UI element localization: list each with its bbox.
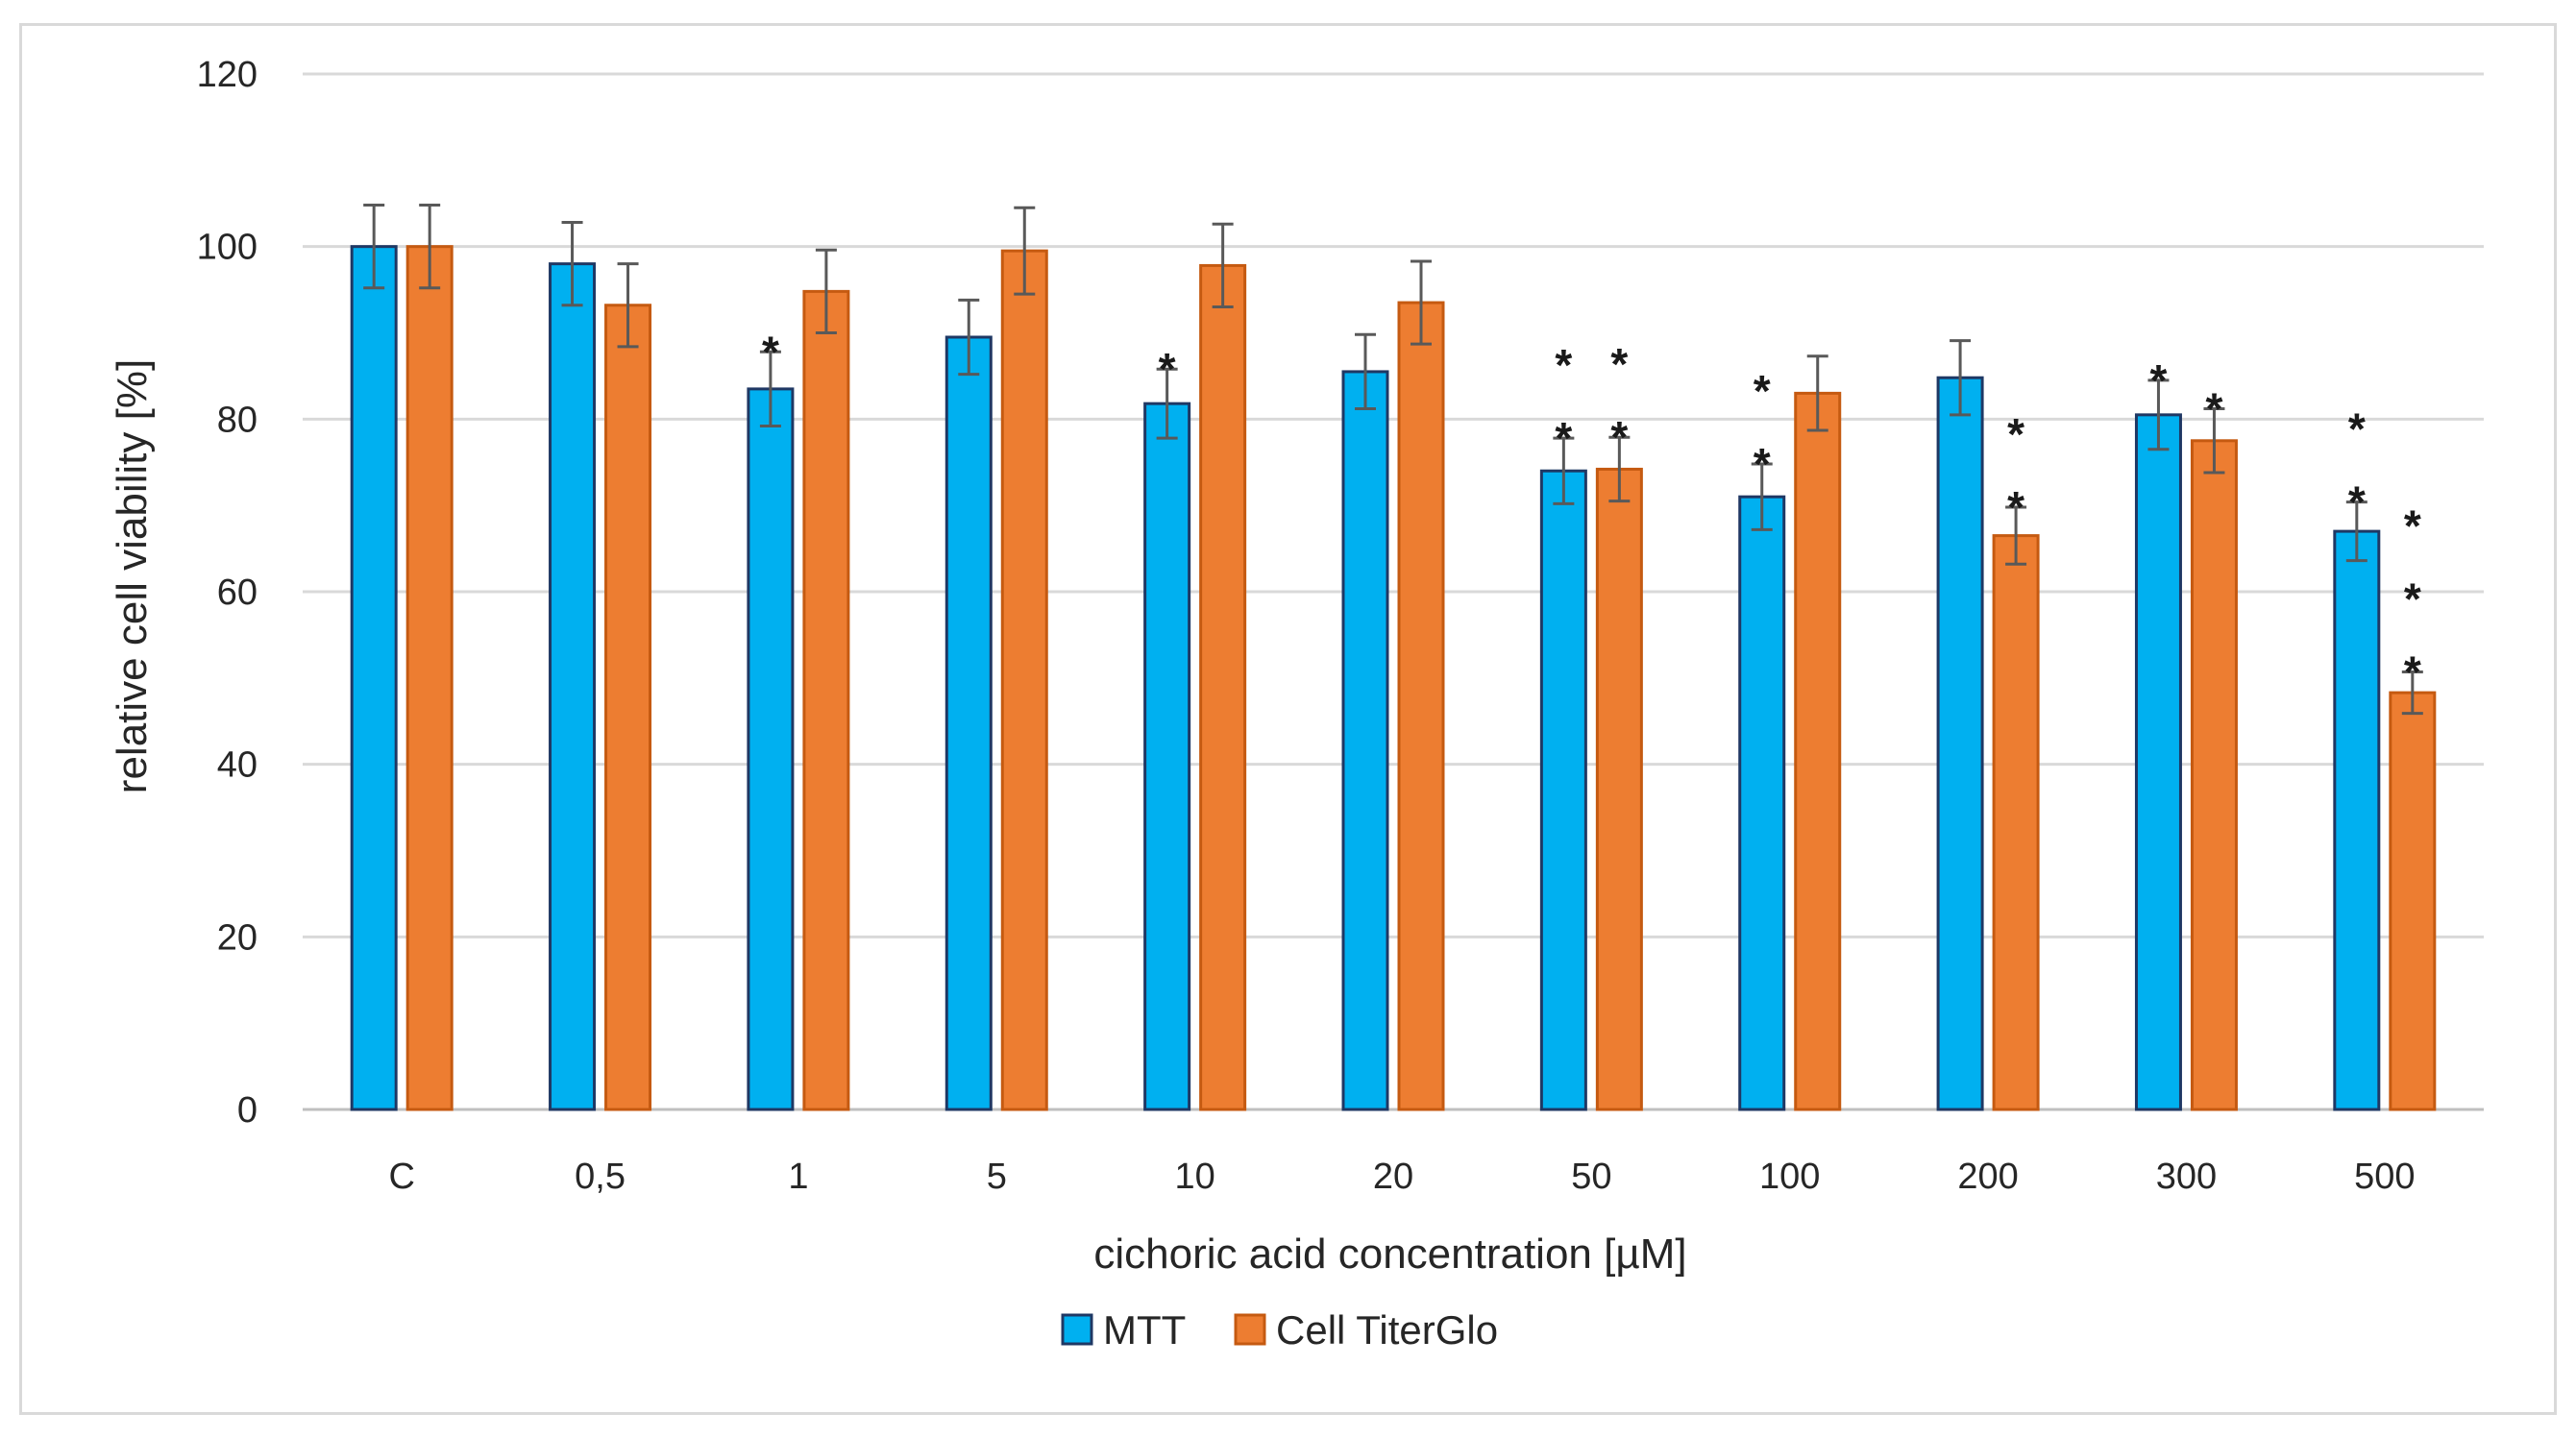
significance-star-0-4-0: *: [1159, 344, 1176, 394]
x-tick-label-6: 50: [1571, 1157, 1611, 1197]
legend-label-mtt: MTT: [1103, 1307, 1186, 1353]
x-tick-label-4: 10: [1174, 1157, 1214, 1197]
bar-1-8: [1992, 534, 2040, 1111]
significance-star-0-2-0: *: [762, 327, 779, 377]
x-axis-title: cichoric acid concentration [µM]: [1093, 1231, 1686, 1278]
x-tick-label-10: 500: [2354, 1157, 2415, 1197]
x-tick-label-3: 5: [987, 1157, 1007, 1197]
y-tick-label-60: 60: [217, 573, 258, 613]
y-tick-label-80: 80: [217, 400, 258, 440]
significance-star-1-8-1: *: [2007, 409, 2024, 459]
bar-1-4: [1199, 263, 1247, 1111]
error-bars: [363, 204, 2423, 716]
x-tick-labels: C 0,5 1 5 10 20 50 100 200 300 500: [388, 1157, 2415, 1197]
significance-star-1-6-0: *: [1610, 412, 1628, 462]
bars: [350, 245, 2437, 1111]
x-tick-label-0: C: [388, 1157, 414, 1197]
bar-0-10: [2333, 529, 2381, 1111]
x-tick-label-1: 0,5: [575, 1157, 626, 1197]
significance-star-0-6-1: *: [1555, 340, 1572, 390]
legend: MTT Cell TiterGlo: [1061, 1307, 1498, 1353]
bar-1-10: [2389, 691, 2437, 1111]
y-tick-label-40: 40: [217, 745, 258, 786]
legend-swatch-cell-titerglo: [1234, 1313, 1266, 1346]
significance-star-0-7-0: *: [1754, 439, 1771, 489]
significance-star-0-10-0: *: [2348, 477, 2366, 527]
bar-1-0: [405, 245, 454, 1111]
y-tick-label-100: 100: [197, 228, 258, 268]
y-tick-label-20: 20: [217, 917, 258, 958]
bar-0-0: [350, 245, 398, 1111]
x-tick-label-9: 300: [2156, 1157, 2217, 1197]
significance-star-1-10-2: *: [2404, 501, 2421, 551]
significance-star-0-7-1: *: [1754, 366, 1771, 416]
bar-0-1: [549, 262, 597, 1111]
significance-star-0-6-0: *: [1555, 413, 1572, 463]
significance-star-0-9-0: *: [2150, 355, 2168, 405]
bar-1-5: [1397, 301, 1445, 1111]
x-tick-label-2: 1: [788, 1157, 808, 1197]
y-tick-labels: 0 20 40 60 80 100 120: [197, 55, 258, 1131]
bar-0-8: [1936, 376, 1984, 1111]
bar-1-7: [1794, 391, 1842, 1111]
x-tick-label-7: 100: [1759, 1157, 1820, 1197]
bar-0-9: [2134, 413, 2182, 1111]
gridlines: [303, 72, 2484, 1111]
significance-star-1-6-1: *: [1610, 339, 1628, 389]
bar-0-2: [747, 387, 795, 1111]
bar-0-3: [945, 335, 993, 1111]
x-tick-label-8: 200: [1957, 1157, 2018, 1197]
bar-1-1: [604, 304, 652, 1111]
y-axis-title: relative cell viability [%]: [109, 359, 156, 793]
significance-star-1-10-0: *: [2404, 647, 2421, 697]
bar-0-6: [1539, 469, 1587, 1111]
bar-1-6: [1595, 467, 1643, 1111]
y-tick-label-120: 120: [197, 55, 258, 95]
bar-1-3: [1000, 249, 1048, 1111]
bar-0-4: [1143, 402, 1191, 1111]
significance-star-1-8-0: *: [2007, 482, 2024, 532]
legend-label-cell-titerglo: Cell TiterGlo: [1276, 1307, 1498, 1353]
significance-markers: * * * * * * * * * * * * * * * * *: [762, 327, 2421, 696]
significance-star-1-9-0: *: [2206, 384, 2223, 434]
bar-1-9: [2190, 439, 2238, 1111]
x-tick-label-5: 20: [1373, 1157, 1413, 1197]
significance-star-1-10-1: *: [2404, 574, 2421, 624]
y-tick-label-0: 0: [237, 1090, 258, 1131]
legend-swatch-mtt: [1061, 1313, 1093, 1346]
bar-0-5: [1341, 370, 1389, 1111]
bar-1-2: [802, 289, 850, 1111]
bar-0-7: [1738, 495, 1786, 1111]
significance-star-0-10-1: *: [2348, 404, 2366, 454]
